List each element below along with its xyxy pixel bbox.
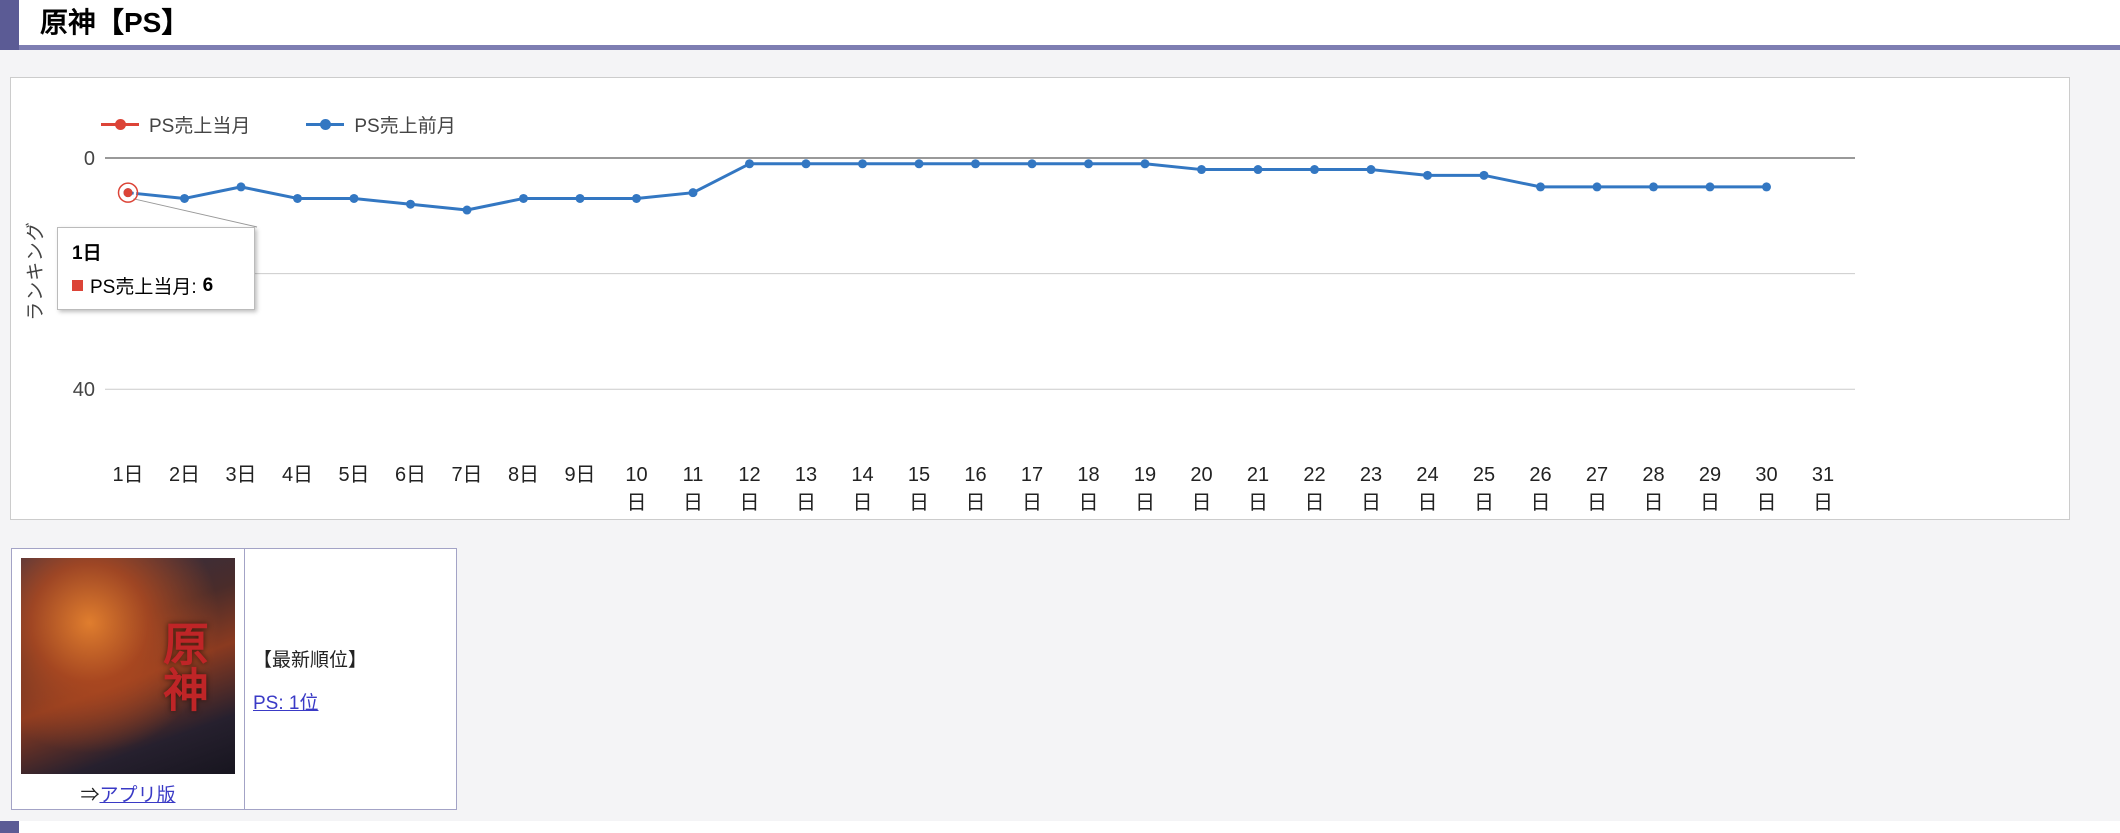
data-point[interactable] [293, 193, 302, 203]
data-point[interactable] [688, 188, 698, 198]
x-tick-label: 3日 [225, 464, 256, 486]
next-section-header-partial [0, 821, 2120, 833]
x-tick-label: 8日 [508, 464, 539, 486]
selected-point-inner-ring [119, 184, 137, 201]
game-info-box: 原神 ⇒アプリ版 【最新順位】 PS: 1位 [11, 548, 457, 810]
x-tick-label: 9日 [564, 464, 595, 486]
x-tick-label: 1日 [112, 464, 143, 486]
data-point[interactable] [1027, 159, 1037, 169]
x-tick-label: 16 日 [964, 464, 986, 514]
data-point[interactable] [1705, 182, 1715, 192]
data-point[interactable] [801, 159, 811, 169]
latest-rank-heading: 【最新順位】 [253, 650, 368, 671]
x-tick-label: 15 日 [908, 464, 930, 514]
data-point[interactable] [236, 182, 246, 192]
x-tick-label: 10 日 [625, 464, 647, 514]
header-accent-block [0, 0, 19, 50]
data-point[interactable] [1592, 182, 1602, 192]
selected-point-ring [117, 182, 139, 203]
data-point[interactable] [745, 159, 754, 169]
x-tick-label: 24 日 [1416, 464, 1438, 514]
legend-marker [101, 119, 139, 130]
tooltip-swatch [72, 280, 83, 291]
x-tick-label: 11 日 [683, 464, 704, 514]
data-point[interactable] [1140, 159, 1150, 169]
chart-legend: PS売上当月 PS売上前月 [101, 111, 456, 138]
x-tick-label: 23 日 [1360, 464, 1382, 514]
app-version-caption: ⇒アプリ版 [80, 780, 175, 807]
data-point[interactable] [1253, 165, 1263, 175]
legend-marker [306, 119, 345, 130]
data-point[interactable] [575, 193, 585, 203]
x-tick-label: 22 日 [1303, 464, 1325, 514]
x-tick-label: 25 日 [1473, 464, 1495, 514]
tooltip-value: 6 [202, 274, 214, 296]
y-tick-label: 40 [73, 379, 95, 401]
data-point[interactable] [462, 205, 472, 215]
latest-rank-cell: 【最新順位】 PS: 1位 [245, 549, 456, 809]
series-line [127, 162, 1767, 212]
arrow-text: ⇒ [80, 785, 100, 806]
chart-tooltip: 1日 PS売上当月: 6 [57, 227, 255, 310]
x-tick-label: 2日 [169, 464, 200, 486]
game-cover-cell: 原神 ⇒アプリ版 [12, 549, 245, 809]
x-tick-label: 13 日 [795, 464, 817, 514]
data-point[interactable] [406, 199, 415, 209]
x-tick-label: 30 日 [1755, 464, 1777, 514]
data-point[interactable] [1762, 182, 1771, 192]
x-tick-label: 5日 [338, 464, 369, 486]
x-tick-label: 20 日 [1190, 464, 1212, 514]
data-point[interactable] [1479, 170, 1489, 180]
x-tick-label: 31 日 [1812, 464, 1834, 514]
x-tick-label: 18 日 [1077, 464, 1099, 514]
data-point[interactable] [1536, 182, 1545, 192]
x-tick-label: 7日 [451, 464, 482, 486]
x-tick-label: 19 日 [1134, 464, 1156, 514]
header-underline [0, 45, 2120, 50]
data-point[interactable] [1366, 165, 1376, 175]
chart-panel: PS売上当月 PS売上前月 ランキング 0 40 1日 2日 3日 4日 5日 6日 7日 8日 9日… [10, 77, 2070, 520]
data-point[interactable] [180, 193, 189, 203]
data-point[interactable] [1084, 159, 1093, 169]
x-tick-label: 4日 [282, 464, 313, 486]
data-point[interactable] [123, 188, 133, 198]
legend-label: PS売上当月 [149, 116, 251, 137]
section-header: 原神【PS】 [0, 0, 2120, 45]
data-point[interactable] [349, 193, 359, 203]
data-point[interactable] [1649, 182, 1658, 192]
legend-item: PS売上当月 [101, 111, 250, 138]
x-tick-label: 14 日 [851, 464, 873, 514]
legend-item: PS売上前月 [306, 111, 456, 138]
game-cover-image: 原神 [21, 558, 235, 774]
y-tick-label: 0 [84, 148, 95, 170]
x-tick-label: 26 日 [1529, 464, 1551, 514]
x-tick-label: 21 日 [1247, 464, 1269, 514]
data-point[interactable] [519, 193, 528, 203]
next-header-accent-block [0, 821, 19, 833]
x-tick-label: 12 日 [738, 464, 760, 514]
data-point[interactable] [914, 159, 924, 169]
legend-label: PS売上前月 [354, 116, 456, 137]
data-point[interactable] [971, 159, 980, 169]
data-point[interactable] [858, 159, 867, 169]
x-tick-label: 17 日 [1021, 464, 1043, 514]
x-tick-label: 28 日 [1642, 464, 1664, 514]
tooltip-series-label: PS売上当月: [90, 277, 197, 298]
x-tick-label: 6日 [395, 464, 426, 486]
y-axis-title: ランキング [25, 221, 47, 321]
tooltip-callout-line [132, 198, 258, 228]
data-point[interactable] [1197, 165, 1206, 175]
data-point[interactable] [1423, 170, 1432, 180]
ranking-line-chart[interactable]: 0 40 1日 2日 3日 4日 5日 6日 7日 8日 9日 10 日 11 日 12 日 13 日 14 日 15 日 1… [11, 78, 2069, 519]
data-point[interactable] [1310, 165, 1319, 175]
tooltip-row: PS売上当月: 6 [72, 272, 240, 299]
app-version-link[interactable]: アプリ版 [99, 785, 176, 806]
x-tick-label: 27 日 [1586, 464, 1608, 514]
cover-title-text: 原神 [157, 620, 208, 712]
tooltip-category: 1日 [72, 243, 102, 264]
data-point[interactable] [632, 193, 641, 203]
latest-rank-link[interactable]: PS: 1位 [253, 693, 319, 714]
page-title: 原神【PS】 [40, 7, 190, 38]
x-tick-label: 29 日 [1699, 464, 1721, 514]
